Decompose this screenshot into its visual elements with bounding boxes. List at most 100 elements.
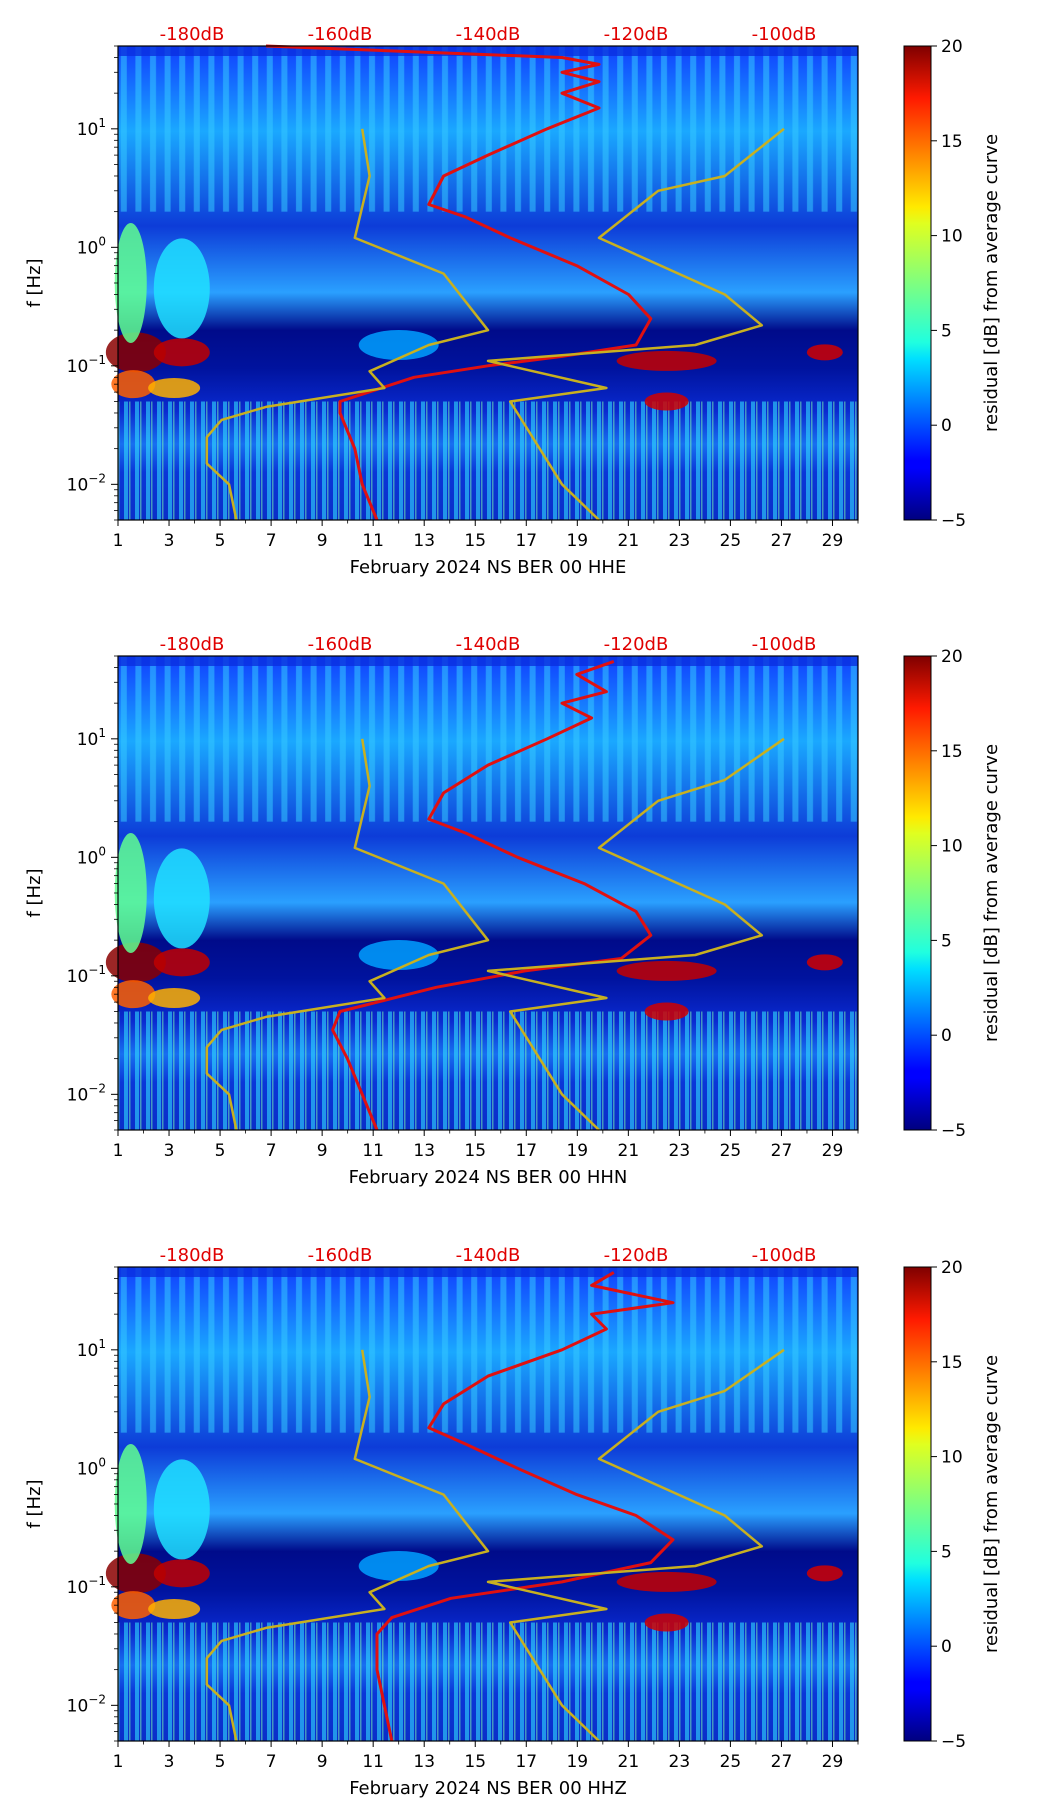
x-tick-label: 11 [362,1141,384,1161]
x-tick-label: 11 [362,1752,384,1772]
db-scale-label: -160dB [308,634,373,655]
psd-curve-1 [375,1271,675,1742]
heatmap-hotspot [153,1559,210,1588]
heatmap-top-band [118,656,858,666]
x-tick-label: 7 [266,531,277,551]
x-tick-label: 21 [618,1141,640,1161]
x-tick-label: 17 [515,1752,537,1772]
x-tick-label: 27 [771,531,793,551]
x-tick-label: 1 [113,1752,124,1772]
psd-curve-3 [486,737,785,1131]
x-tick-label: 13 [413,531,435,551]
heatmap-hotspot [644,1002,689,1021]
colorbar [903,45,932,521]
x-tick-label: 27 [771,1752,793,1772]
heatmap-hotspot [148,377,201,398]
x-tick-label: 23 [669,531,691,551]
x-tick-label: 15 [464,531,486,551]
x-tick-label: 7 [266,1752,277,1772]
y-tick-label: 101 [77,116,106,140]
db-scale-label: -100dB [752,1245,817,1266]
db-scale-label: -180dB [160,24,225,45]
y-axis-label: f [Hz] [24,868,45,917]
db-scale-label: -120dB [604,634,669,655]
colorbar-tick-label: 20 [941,1258,963,1278]
heatmap-low-frequency-texture [118,1622,858,1741]
x-tick-label: 17 [515,531,537,551]
x-axis-label: February 2024 NS BER 00 HHZ [349,1778,627,1799]
colorbar-tick-label: 20 [941,37,963,57]
x-tick-label: 15 [464,1752,486,1772]
x-tick-label: 13 [413,1141,435,1161]
y-tick-label: 10−1 [67,353,106,377]
heatmap-hotspot [153,948,210,977]
colorbar-tick-label: 15 [941,742,963,762]
y-tick-label: 101 [77,726,106,750]
heatmap-hotspot [806,344,843,361]
colorbar-tick-label: −5 [941,1732,966,1752]
heatmap-hotspot [806,954,843,971]
x-tick-label: 3 [164,1141,175,1161]
colorbar-label: residual [dB] from average curve [981,744,1002,1042]
db-scale-label: -140dB [456,24,521,45]
heatmap-hotspot [616,960,717,981]
x-tick-label: 1 [113,531,124,551]
heatmap-hotspot [644,1613,689,1632]
x-tick-label: 7 [266,1141,277,1161]
x-tick-label: 29 [822,1752,844,1772]
colorbar-tick-label: 10 [941,1448,963,1468]
colorbar-tick-label: 5 [941,931,952,951]
y-tick-label: 10−2 [67,1081,106,1105]
y-tick-label: 10−1 [67,1574,106,1598]
heatmap-hotspot [358,939,439,970]
heatmap-hotspot [616,1571,717,1592]
x-tick-label: 11 [362,531,384,551]
heatmap-hotspot [111,1591,156,1620]
x-tick-label: 5 [215,1141,226,1161]
colorbar-tick-label: −5 [941,1121,966,1141]
x-tick-label: 25 [720,1141,742,1161]
heatmap-hotspot [114,833,147,953]
db-scale-label: -100dB [752,634,817,655]
x-axis-label: February 2024 NS BER 00 HHE [350,557,627,578]
y-tick-label: 100 [77,234,106,258]
heatmap-hotspot [105,332,166,373]
colorbar-tick-label: 0 [941,1026,952,1046]
heatmap-hotspot [153,848,210,949]
heatmap-top-band [118,1267,858,1277]
heatmap-hotspot [114,223,147,343]
heatmap-high-frequency-texture [118,656,858,822]
x-tick-label: 9 [317,531,328,551]
colorbar-tick-label: 10 [941,227,963,247]
x-tick-label: 23 [669,1141,691,1161]
x-axis-label: February 2024 NS BER 00 HHN [349,1167,628,1188]
y-tick-label: 100 [77,844,106,868]
heatmap-hotspot [148,987,201,1008]
heatmap-hotspot [358,329,439,360]
heatmap-hotspot [644,392,689,411]
x-tick-label: 19 [566,1141,588,1161]
psd-curve-2 [205,128,490,521]
y-tick-label: 10−2 [67,471,106,495]
db-scale-label: -180dB [160,1245,225,1266]
heatmap-hotspot [153,1459,210,1560]
psd-curve-2 [205,738,490,1131]
y-tick-label: 10−2 [67,1692,106,1716]
heatmap-high-frequency-texture [118,1267,858,1433]
psd-curve-3 [486,127,785,521]
heatmap-hotspot [358,1550,439,1581]
colorbar-tick-label: 15 [941,1353,963,1373]
db-scale-label: -140dB [456,634,521,655]
psd-curve-3 [486,1348,785,1742]
heatmap-low-frequency-texture [118,1011,858,1130]
x-tick-label: 21 [618,531,640,551]
x-tick-label: 29 [822,531,844,551]
x-tick-label: 29 [822,1141,844,1161]
db-scale-label: -140dB [456,1245,521,1266]
y-axis-label: f [Hz] [24,1479,45,1528]
heatmap-hotspot [114,1444,147,1564]
